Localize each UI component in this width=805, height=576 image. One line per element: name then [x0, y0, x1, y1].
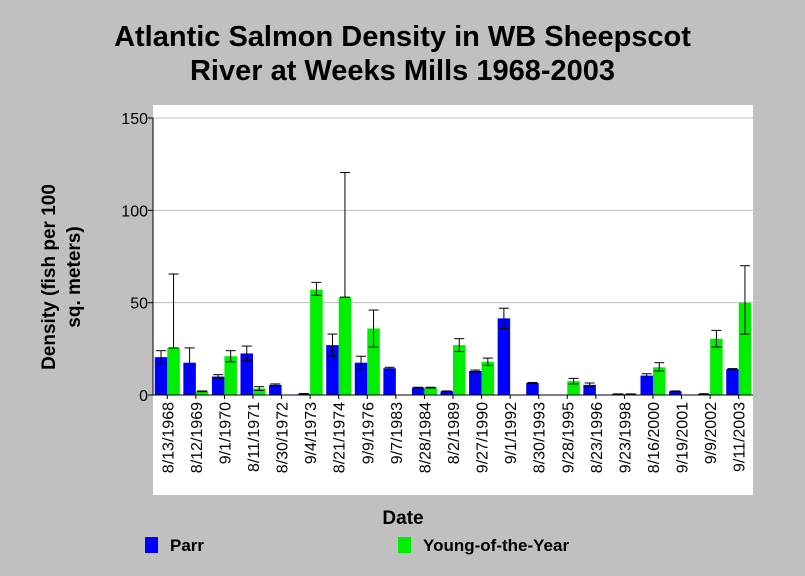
y-tick-label: 100 [121, 203, 148, 220]
bar-parr [269, 384, 282, 395]
error-bars [156, 171, 750, 396]
bar-young-of-the-year [195, 391, 209, 395]
bar-parr [640, 375, 653, 395]
bar-parr [583, 384, 596, 395]
y-tick-label: 150 [121, 111, 148, 128]
bar-young-of-the-year [453, 345, 466, 395]
x-tick-label: 9/9/1976 [360, 402, 377, 464]
legend-item-young-of-the-year: Young-of-the-Year [398, 536, 569, 556]
x-tick-label: 8/2/1989 [446, 402, 463, 464]
x-tick-label: 8/16/2000 [646, 402, 663, 473]
bar-parr [411, 387, 425, 395]
y-tick-labels: 0 50 100 150 [121, 111, 153, 405]
bar-young-of-the-year [367, 328, 380, 395]
bar-parr [326, 345, 339, 395]
bar-young-of-the-year [424, 387, 437, 395]
bar-young-of-the-year [167, 347, 180, 395]
chart-title-line-1: Atlantic Salmon Density in WB Sheepscot [114, 21, 691, 53]
y-axis-label-line-1: Density (fish per 100 [39, 184, 60, 370]
bar-young-of-the-year [653, 367, 666, 395]
x-tick-label: 9/1/1992 [503, 402, 520, 464]
legend-item-parr: Parr [145, 536, 204, 556]
bar-young-of-the-year [338, 297, 352, 395]
legend-label-parr: Parr [170, 536, 205, 555]
bar-young-of-the-year [310, 289, 323, 395]
x-tick-label: 9/19/2001 [675, 402, 692, 473]
x-tick-label: 8/11/1971 [246, 402, 263, 472]
bar-parr [497, 318, 511, 395]
bar-young-of-the-year [481, 361, 495, 395]
bar-parr [240, 353, 253, 395]
legend-swatch-young-of-the-year [398, 537, 411, 553]
x-tick-label: 9/1/1970 [217, 402, 234, 464]
x-tick-label: 9/11/2003 [732, 402, 749, 472]
x-tick-label: 8/13/1968 [160, 402, 177, 473]
x-axis-label: Date [382, 508, 423, 529]
grid-lines [153, 117, 753, 304]
bar-young-of-the-year [253, 388, 266, 395]
y-tick-label: 0 [139, 388, 148, 405]
bars [154, 289, 752, 395]
x-tick-labels: 8/13/1968 8/12/1969 9/1/1970 8/11/1971 8/30/… [160, 395, 749, 473]
bar-parr [726, 369, 739, 395]
x-tick-label: 9/9/2002 [703, 402, 720, 464]
chart-title-line-2: River at Weeks Mills 1968-2003 [189, 55, 616, 87]
x-tick-label: 8/23/1996 [589, 402, 606, 473]
bar-parr [211, 376, 225, 395]
x-tick-label: 8/28/1984 [417, 402, 434, 473]
bar-parr [669, 391, 682, 395]
x-tick-label: 8/30/1972 [275, 402, 292, 473]
legend-swatch-parr [145, 537, 158, 553]
x-tick-label: 9/7/1983 [389, 402, 406, 464]
bar-young-of-the-year [738, 302, 752, 395]
bar-parr [469, 370, 482, 395]
x-tick-label: 9/28/1995 [560, 402, 577, 473]
bar-parr [526, 382, 539, 395]
x-tick-label: 8/12/1969 [189, 402, 206, 473]
bar-young-of-the-year [567, 381, 580, 395]
x-tick-label: 8/30/1993 [532, 402, 549, 473]
x-tick-label: 8/21/1974 [332, 402, 349, 473]
plot-background [153, 105, 753, 495]
y-tick-label: 50 [130, 296, 148, 313]
y-axis-label-line-2: sq. meters) [64, 226, 85, 327]
bar-parr [440, 391, 453, 395]
x-tick-label: 9/23/1998 [617, 402, 634, 473]
chart-title: Atlantic Salmon Density in WB Sheepscot … [0, 20, 805, 88]
bar-parr [354, 362, 368, 395]
bar-parr [383, 368, 396, 395]
bar-parr [183, 362, 196, 395]
y-axis-label: Density (fish per 100 sq. meters) [39, 184, 85, 370]
bar-parr [154, 357, 168, 395]
x-tick-label: 9/27/1990 [475, 402, 492, 473]
x-tick-label: 9/4/1973 [303, 402, 320, 464]
bar-young-of-the-year [710, 338, 723, 395]
legend-label-young-of-the-year: Young-of-the-Year [423, 536, 570, 555]
bar-young-of-the-year [224, 356, 237, 395]
